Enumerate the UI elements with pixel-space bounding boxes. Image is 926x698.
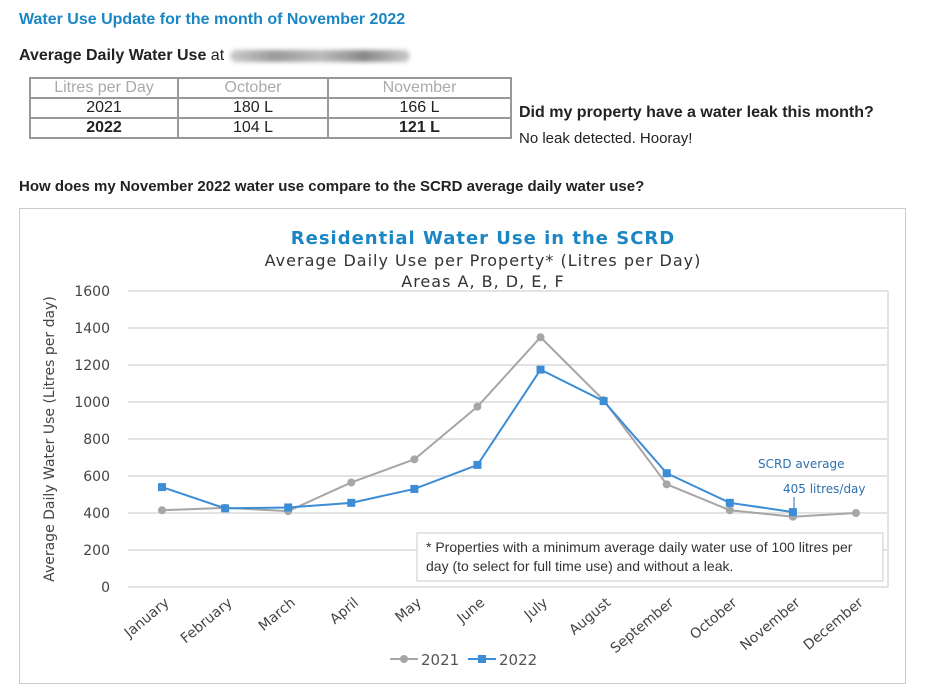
data-point-2022 <box>725 498 734 507</box>
data-point-2022 <box>410 484 419 493</box>
x-tick-label: November <box>737 595 803 654</box>
y-axis-label: Average Daily Water Use (Litres per day) <box>42 296 58 582</box>
x-tick-label: June <box>454 595 488 628</box>
data-point-2021 <box>473 402 482 411</box>
average-daily-use-heading: Average Daily Water Use at <box>19 47 411 65</box>
data-point-2021 <box>725 506 734 515</box>
page-title: Water Use Update for the month of Novemb… <box>19 11 406 28</box>
annotation-scrd-average: SCRD average <box>758 457 845 471</box>
data-point-2022 <box>599 397 608 406</box>
y-tick-label: 0 <box>101 580 110 596</box>
leak-question: Did my property have a water leak this m… <box>519 104 874 121</box>
legend-marker-2021 <box>400 655 408 663</box>
data-point-2022 <box>158 483 166 492</box>
annotation-value: 405 litres/day <box>783 482 866 496</box>
chart-title: Residential Water Use in the SCRD <box>291 228 675 249</box>
data-point-2021 <box>347 478 356 487</box>
y-tick-label: 1600 <box>74 284 110 300</box>
x-tick-label: January <box>121 595 173 642</box>
redacted-address <box>230 49 411 62</box>
x-tick-label: December <box>801 595 867 654</box>
footnote-box <box>416 532 884 582</box>
data-point-2021 <box>158 506 166 515</box>
data-point-2022 <box>473 460 482 469</box>
legend-label: 2022 <box>499 651 537 669</box>
cell: 2022 <box>29 117 179 139</box>
x-tick-label: August <box>566 594 614 638</box>
x-tick-label: May <box>392 595 424 626</box>
col-header: Litres per Day <box>29 77 179 99</box>
x-tick-label: October <box>687 595 740 643</box>
table-row: 2021 180 L 166 L <box>29 97 512 119</box>
chart-subtitle-areas: Areas A, B, D, E, F <box>401 272 564 291</box>
compare-question: How does my November 2022 water use comp… <box>19 178 645 195</box>
data-point-2022 <box>347 498 356 507</box>
cell: 2021 <box>29 97 179 119</box>
data-point-2022 <box>536 365 545 374</box>
chart-frame <box>19 208 906 684</box>
x-tick-label: March <box>256 595 299 635</box>
x-tick-label: September <box>608 595 678 657</box>
cell: 104 L <box>177 117 329 139</box>
x-tick-label: February <box>178 595 236 647</box>
data-point-2021 <box>410 455 419 464</box>
y-tick-label: 600 <box>83 469 110 485</box>
cell: 180 L <box>177 97 329 119</box>
data-point-2021 <box>536 333 545 342</box>
footnote-line: day (to select for full time use) and wi… <box>426 558 733 574</box>
y-tick-label: 1400 <box>74 321 110 337</box>
legend-marker-2022 <box>478 655 486 663</box>
data-point-2022 <box>788 508 797 517</box>
subtitle-bold: Average Daily Water Use <box>19 47 207 64</box>
table-row: 2022 104 L 121 L <box>29 117 512 139</box>
data-point-2022 <box>284 503 293 512</box>
x-tick-label: April <box>327 595 362 628</box>
y-tick-label: 1000 <box>74 395 110 411</box>
data-point-2022 <box>662 469 671 478</box>
col-header: October <box>177 77 329 99</box>
y-tick-label: 400 <box>83 506 110 522</box>
y-tick-label: 1200 <box>74 358 110 374</box>
cell: 166 L <box>327 97 512 119</box>
data-point-2021 <box>852 509 860 517</box>
legend-label: 2021 <box>421 651 459 669</box>
series-line-2022 <box>161 368 794 514</box>
chart-subtitle: Average Daily Use per Property* (Litres … <box>265 251 702 270</box>
footnote-line: * Properties with a minimum average dail… <box>426 539 853 555</box>
subtitle-at: at <box>210 47 225 64</box>
cell: 121 L <box>327 117 512 139</box>
data-point-2022 <box>221 504 230 513</box>
leak-answer: No leak detected. Hooray! <box>519 130 693 147</box>
x-tick-label: July <box>521 595 551 624</box>
y-tick-label: 200 <box>83 543 110 559</box>
col-header: November <box>327 77 512 99</box>
data-point-2021 <box>662 480 671 489</box>
y-tick-label: 800 <box>83 432 110 448</box>
series-line-2021 <box>161 335 857 518</box>
